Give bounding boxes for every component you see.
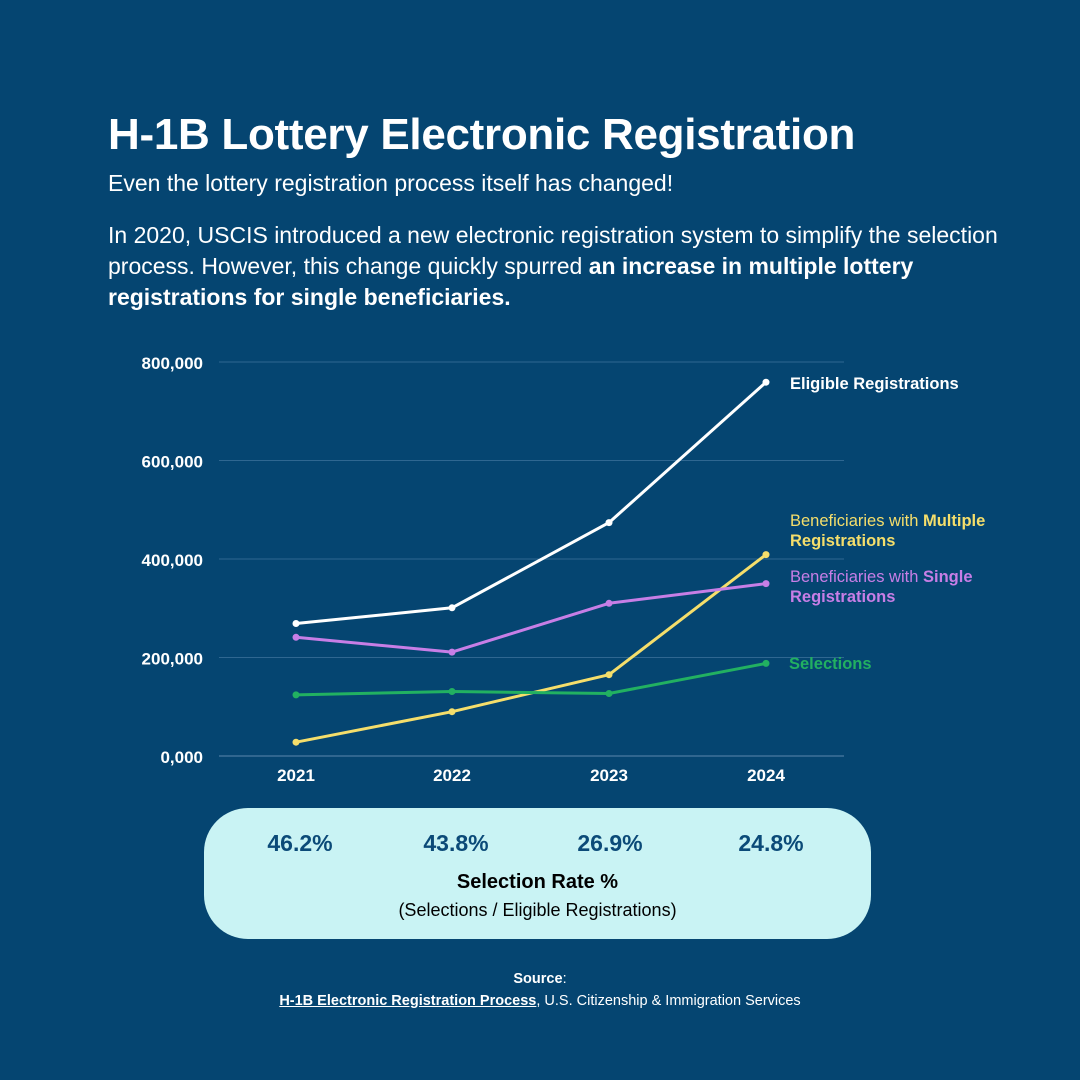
y-tick-label: 400,000: [142, 551, 203, 570]
selection-rate-2024: 24.8%: [738, 830, 804, 856]
source-link[interactable]: H-1B Electronic Registration Process: [279, 993, 537, 1009]
y-tick-label: 800,000: [142, 354, 203, 373]
series-line: [295, 381, 767, 625]
data-point: [292, 691, 300, 699]
x-tick-label: 2021: [277, 766, 315, 785]
series-label: Eligible Registrations: [790, 375, 959, 393]
y-tick-label: 200,000: [142, 650, 203, 669]
series-line: [295, 661, 767, 697]
selection-rate-2021: 46.2%: [267, 830, 333, 856]
x-tick-label: 2023: [590, 766, 628, 785]
data-point: [762, 378, 770, 386]
data-point: [448, 604, 456, 612]
data-point: [605, 671, 613, 679]
data-point: [762, 659, 770, 667]
intro-bold-text: an increase in multiple lottery registra…: [108, 253, 914, 310]
y-tick-label: 0,000: [160, 748, 203, 767]
source-label: Source: [513, 971, 563, 987]
y-tick-label: 600,000: [142, 453, 203, 472]
data-point: [605, 690, 613, 697]
data-point: [605, 599, 613, 607]
source-organization: , U.S. Citizenship & Immigration Service…: [536, 993, 801, 1009]
series-label: Beneficiaries with Multiple Registrations: [790, 512, 985, 550]
selection-rate-2022: 43.8%: [423, 830, 489, 856]
selection-rate-panel: 46.2% 43.8% 26.9% 24.8% Selection Rate %…: [204, 808, 871, 939]
page-subtitle: Even the lottery registration process it…: [108, 170, 674, 196]
x-tick-label: 2022: [433, 766, 471, 785]
data-point: [448, 648, 456, 656]
data-point: [762, 580, 770, 588]
data-point: [292, 620, 300, 627]
selection-rate-title: Selection Rate %: [456, 871, 619, 893]
series-line: [295, 553, 767, 744]
series-label: Selections: [789, 655, 872, 673]
data-point: [448, 708, 456, 716]
x-tick-label: 2024: [747, 766, 785, 785]
data-point: [605, 519, 613, 527]
line-chart: 0,000 200,000 400,000 600,000 800,000 2021 202…: [142, 354, 986, 785]
page-title: H-1B Lottery Electronic Registration: [108, 110, 856, 159]
series-label: Beneficiaries with Single Registrations: [790, 568, 973, 606]
data-point: [292, 633, 300, 641]
selection-rate-2023: 26.9%: [577, 830, 643, 856]
data-point: [762, 551, 770, 559]
source-credit: Source: H-1B Electronic Registration Pro…: [279, 971, 801, 1009]
intro-paragraph: In 2020, USCIS introduced a new electron…: [108, 220, 1008, 313]
data-point: [292, 738, 300, 746]
selection-rate-subtitle: (Selections / Eligible Registrations): [398, 900, 677, 920]
intro-plain-text: In 2020, USCIS introduced a new electron…: [108, 222, 998, 279]
series-line: [295, 582, 767, 654]
data-point: [448, 688, 456, 695]
